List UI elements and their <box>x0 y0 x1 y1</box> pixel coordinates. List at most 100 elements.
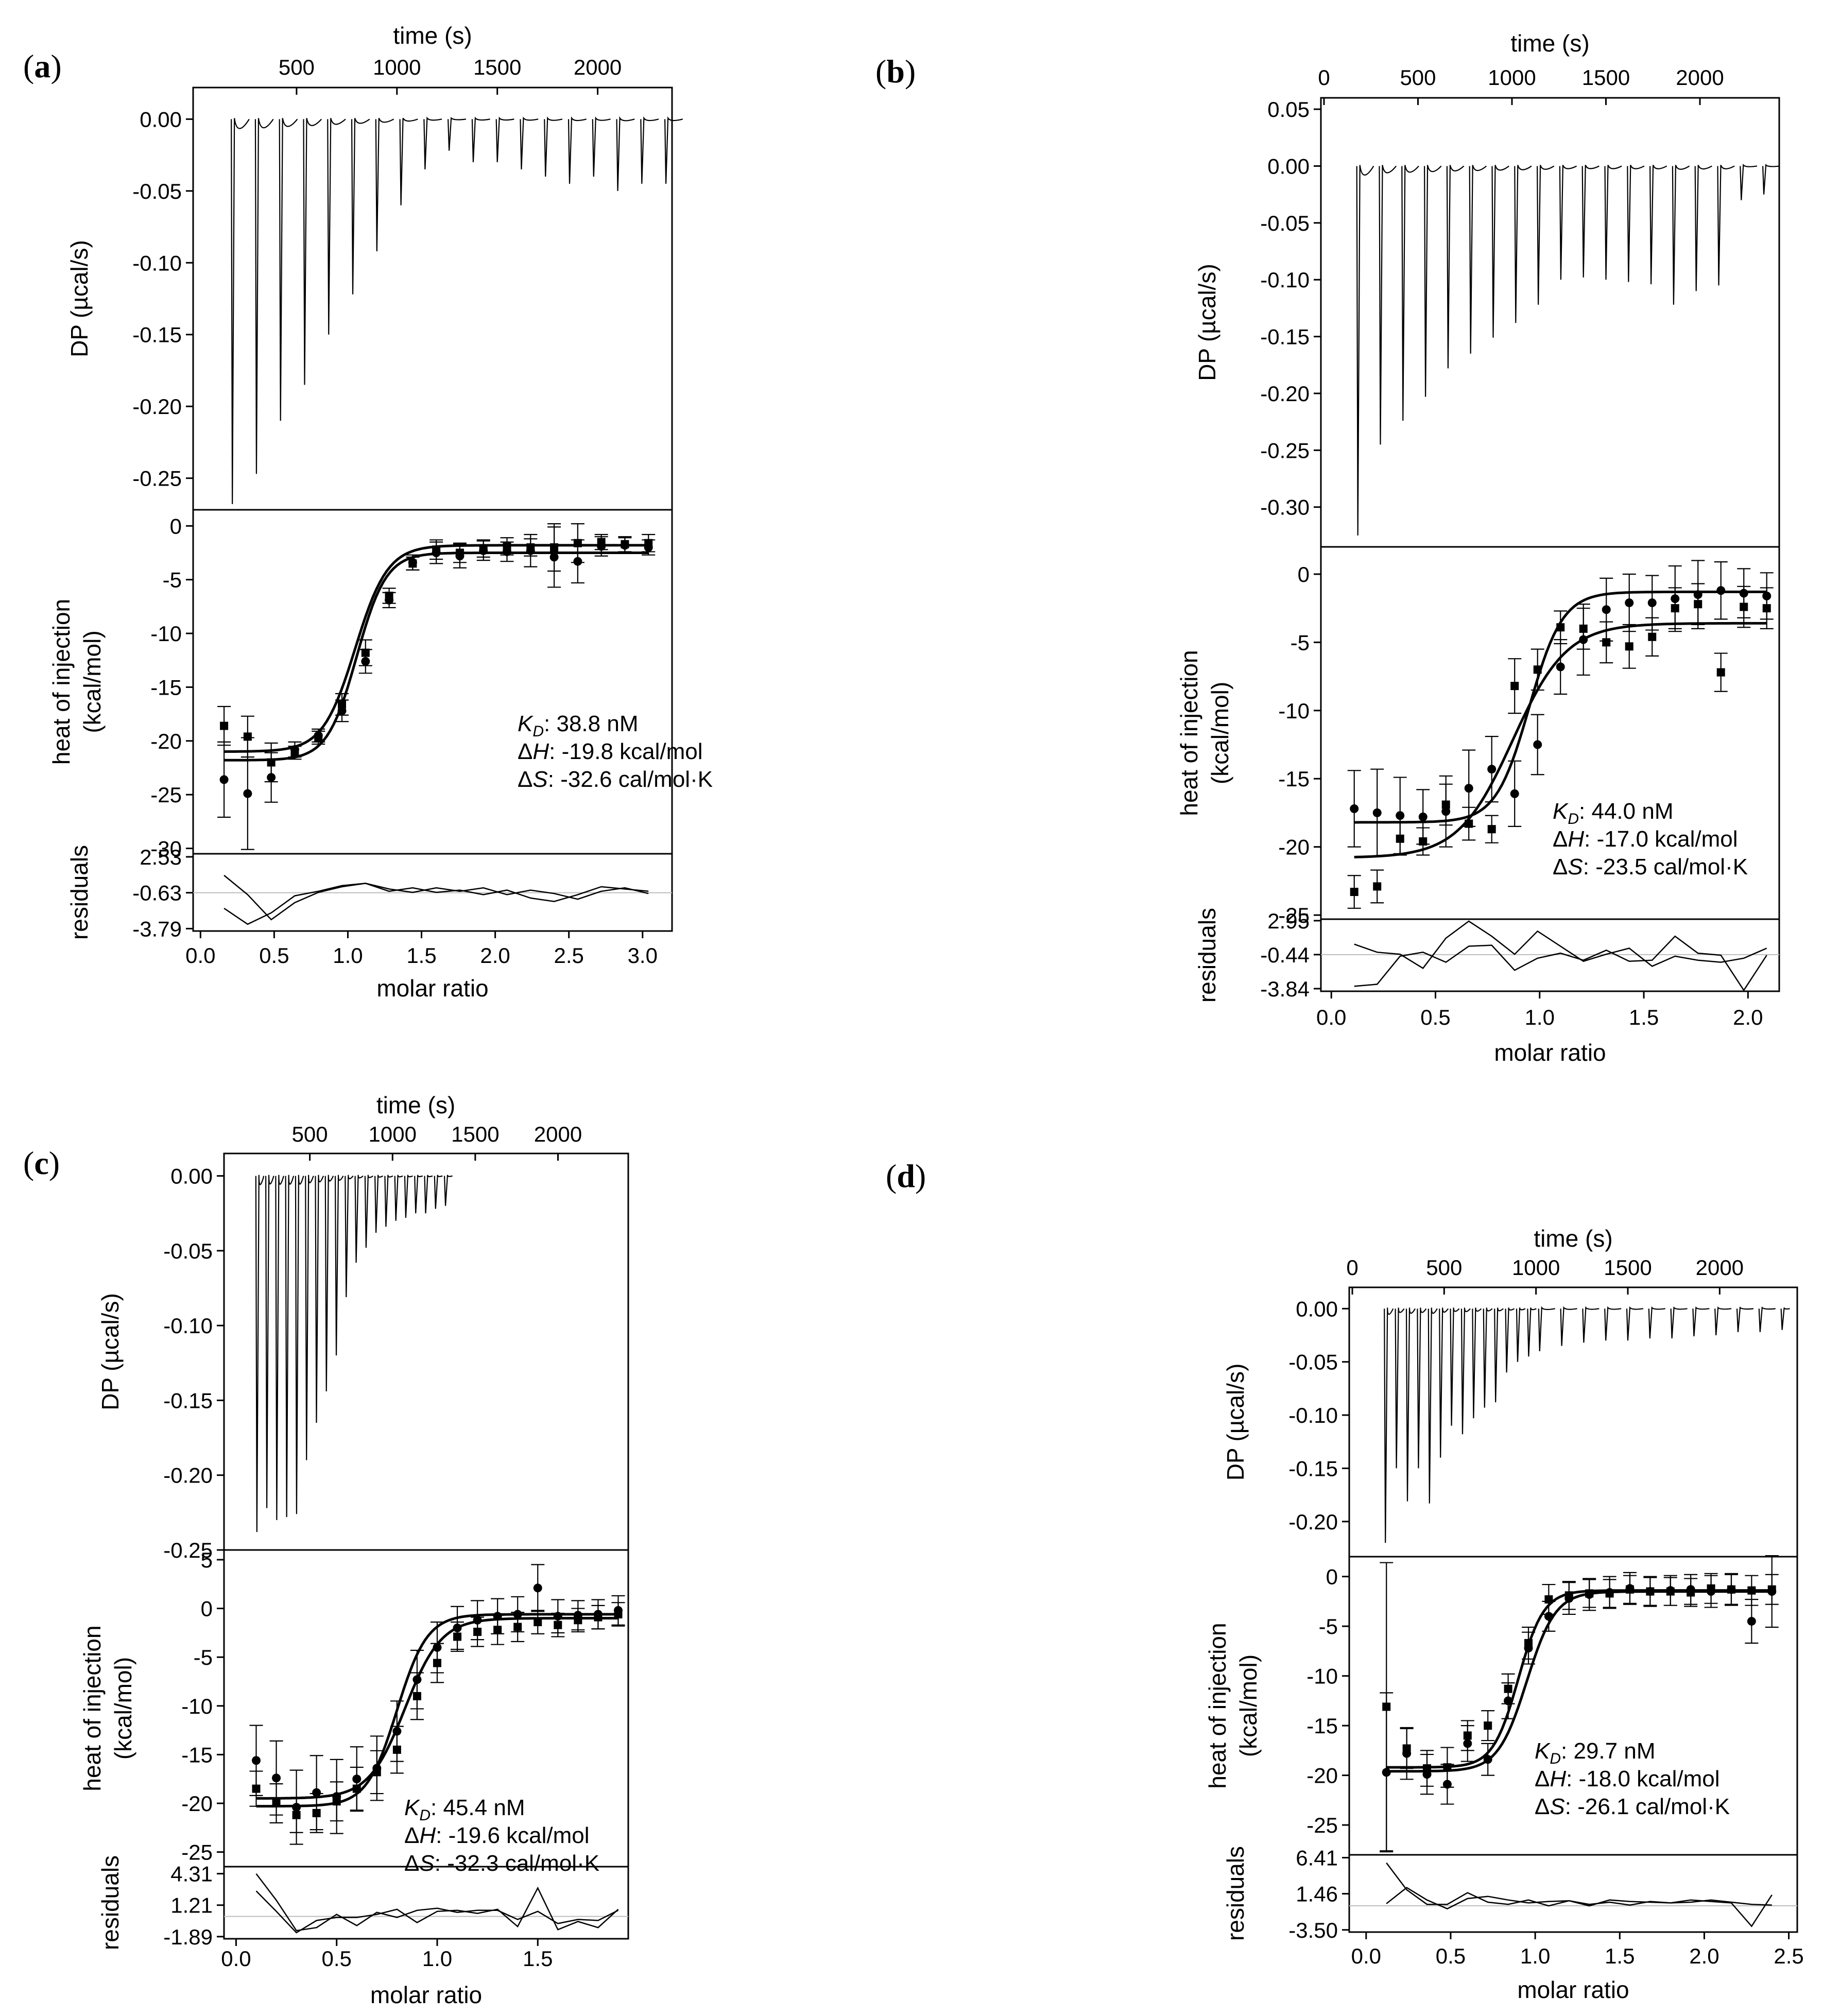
heat-tick-label: 0 <box>201 1597 213 1621</box>
molar-tick-label: 3.0 <box>628 943 658 968</box>
data-point-circle <box>1707 1587 1716 1596</box>
molar-tick-label: 1.5 <box>523 1946 553 1971</box>
data-point-circle <box>1441 807 1451 816</box>
dp-tick-label: -0.30 <box>1260 495 1310 520</box>
data-point-square <box>1373 882 1382 891</box>
data-point-square <box>1487 825 1496 834</box>
data-point-circle <box>473 1615 482 1625</box>
data-point-circle <box>644 543 653 552</box>
heat-tick-label: -15 <box>1278 767 1310 791</box>
heat-axis-label-units: (kcal/mol) <box>1235 1655 1262 1757</box>
data-point-circle <box>1422 1770 1432 1779</box>
heat-tick-label: -25 <box>181 1840 213 1865</box>
kd-annotation: KD: 38.8 nM <box>518 711 638 740</box>
data-point-circle <box>1625 1584 1635 1593</box>
dp-tick-label: -0.15 <box>163 1388 213 1412</box>
heat-tick-label: -15 <box>150 675 182 699</box>
kd-annotation: KD: 29.7 nM <box>1535 1738 1655 1767</box>
heat-tick-label: 5 <box>201 1548 213 1572</box>
residuals-axis-label: residuals <box>66 845 93 940</box>
data-point-circle <box>332 1792 341 1801</box>
molar-tick-label: 1.0 <box>1525 1005 1555 1029</box>
data-point-circle <box>503 547 512 556</box>
molar-tick-label: 1.5 <box>1605 1944 1635 1968</box>
data-point-circle <box>1402 1749 1412 1758</box>
dh-annotation: ΔH: -19.6 kcal/mol <box>404 1823 590 1848</box>
heat-axis-label: heat of injection <box>1204 1623 1231 1788</box>
dp-tick-label: -0.20 <box>163 1463 213 1488</box>
time-axis-label: time (s) <box>393 22 472 49</box>
molar-tick-label: 1.0 <box>1520 1944 1550 1968</box>
residual-line <box>1354 920 1767 969</box>
time-tick-label: 500 <box>1426 1255 1462 1280</box>
molar-tick-label: 2.0 <box>480 943 510 968</box>
data-point-square <box>1533 665 1542 674</box>
data-point-circle <box>1762 591 1772 600</box>
data-point-circle <box>314 731 323 740</box>
data-point-circle <box>493 1612 502 1621</box>
residual-tick-label: -1.89 <box>163 1925 213 1949</box>
data-point-circle <box>1556 662 1565 671</box>
panel-label: (d) <box>886 1158 926 1194</box>
data-point-square <box>1716 668 1725 677</box>
heat-tick-label: -20 <box>181 1791 213 1816</box>
dp-plot-frame <box>1320 97 1780 548</box>
data-point-circle <box>533 1583 542 1593</box>
data-point-circle <box>290 745 299 754</box>
dp-trace <box>1356 163 1780 536</box>
data-point-circle <box>408 558 417 567</box>
data-point-circle <box>1716 586 1726 595</box>
molar-tick-label: 2.0 <box>1733 1005 1763 1029</box>
dh-annotation: ΔH: -18.0 kcal/mol <box>1535 1766 1720 1791</box>
data-point-circle <box>337 706 347 715</box>
data-point-square <box>1484 1721 1492 1730</box>
data-point-circle <box>553 1612 562 1621</box>
heat-tick-label: -15 <box>181 1743 213 1767</box>
heat-tick-label: -20 <box>1306 1764 1338 1788</box>
dp-tick-label: -0.10 <box>1288 1403 1338 1427</box>
data-point-square <box>1747 1586 1756 1595</box>
heat-tick-label: -30 <box>150 837 182 861</box>
heat-tick-label: -10 <box>181 1694 213 1718</box>
time-tick-label: 1000 <box>373 55 421 79</box>
molar-tick-label: 2.5 <box>554 943 583 968</box>
residuals-axis-label: residuals <box>97 1855 124 1950</box>
heat-tick-label: -25 <box>1278 903 1310 927</box>
molar-tick-label: 2.0 <box>1689 1944 1719 1968</box>
residual-tick-label: 6.41 <box>1296 1846 1338 1870</box>
residual-tick-label: 2.53 <box>140 845 182 869</box>
molar-axis-label: molar ratio <box>370 1981 482 2008</box>
data-point-circle <box>613 1606 623 1615</box>
heat-tick-label: -5 <box>163 568 182 592</box>
residuals-axis-label: residuals <box>1194 908 1220 1003</box>
heat-tick-label: -10 <box>150 622 182 646</box>
dp-tick-label: -0.15 <box>132 323 182 347</box>
time-tick-label: 0 <box>1346 1255 1358 1280</box>
molar-tick-label: 1.5 <box>406 943 436 968</box>
residual-line <box>1386 1862 1773 1927</box>
molar-tick-label: 1.0 <box>333 943 363 968</box>
dp-tick-label: -0.05 <box>132 179 182 203</box>
dp-tick-label: 0.05 <box>1267 97 1310 122</box>
data-point-circle <box>312 1788 321 1797</box>
dp-tick-label: -0.25 <box>132 467 182 491</box>
time-tick-label: 1500 <box>1604 1255 1652 1280</box>
dh-annotation: ΔH: -19.8 kcal/mol <box>518 739 703 764</box>
dp-tick-label: -0.20 <box>1260 382 1310 406</box>
data-point-circle <box>573 1611 582 1620</box>
residual-tick-label: 1.21 <box>170 1893 213 1918</box>
kd-annotation: KD: 44.0 nM <box>1553 799 1673 828</box>
dp-trace <box>1384 1306 1790 1543</box>
panel-d: (d)time (s)0 500 1000 1500 20000.00-0.05-0.1… <box>886 1158 1804 2003</box>
data-point-circle <box>361 657 370 666</box>
heat-axis-label: heat of injection <box>79 1625 106 1791</box>
data-point-circle <box>352 1774 362 1784</box>
residual-line <box>223 883 649 925</box>
heat-tick-label: -10 <box>1306 1664 1338 1688</box>
data-point-circle <box>1693 590 1702 599</box>
dp-tick-label: -0.05 <box>1288 1350 1338 1374</box>
dp-tick-label: 0.00 <box>1296 1297 1338 1321</box>
molar-tick-label: 0.0 <box>185 943 215 968</box>
data-point-circle <box>1605 1588 1614 1597</box>
